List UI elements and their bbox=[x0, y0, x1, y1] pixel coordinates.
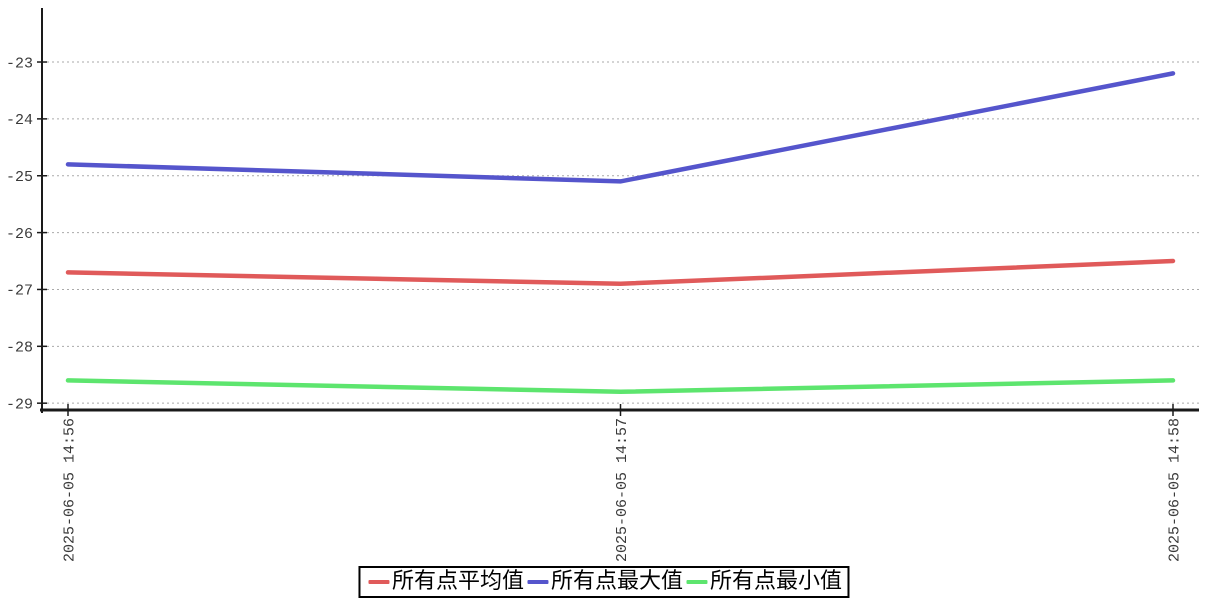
y-tick-label: -29 bbox=[6, 396, 33, 413]
legend-label-average: 所有点平均值 bbox=[391, 569, 524, 594]
series-line-1 bbox=[65, 71, 1176, 184]
legend-item-min: 所有点最小值 bbox=[683, 569, 842, 595]
plot-area: -23 -24 -25 -26 -27 -28 -29 2025-06-05 14:56 202… bbox=[6, 8, 1199, 562]
series-line-2 bbox=[65, 378, 1176, 395]
y-tick-label: -27 bbox=[6, 283, 33, 300]
legend-label-max: 所有点最大值 bbox=[550, 569, 684, 594]
series-line-0 bbox=[65, 258, 1176, 287]
x-tick-label: 2025-06-05 14:56 bbox=[61, 418, 78, 562]
legend-swatch-max bbox=[526, 580, 548, 584]
y-tick-label: -23 bbox=[6, 55, 33, 72]
y-tick-label: -24 bbox=[6, 112, 33, 129]
legend-item-max: 所有点最大值 bbox=[524, 569, 683, 595]
y-tick-label: -25 bbox=[6, 169, 33, 186]
legend-item-average: 所有点平均值 bbox=[365, 569, 524, 595]
x-tick-label: 2025-06-05 14:57 bbox=[614, 418, 631, 562]
legend-swatch-average bbox=[367, 580, 389, 584]
y-tick-label: -28 bbox=[6, 340, 33, 357]
chart-legend: 所有点平均值 所有点最大值 所有点最小值 bbox=[357, 566, 850, 598]
x-tick-label: 2025-06-05 14:58 bbox=[1166, 418, 1183, 562]
y-tick-label: -26 bbox=[6, 226, 33, 243]
legend-label-min: 所有点最小值 bbox=[710, 569, 843, 594]
legend-swatch-min bbox=[686, 580, 708, 584]
